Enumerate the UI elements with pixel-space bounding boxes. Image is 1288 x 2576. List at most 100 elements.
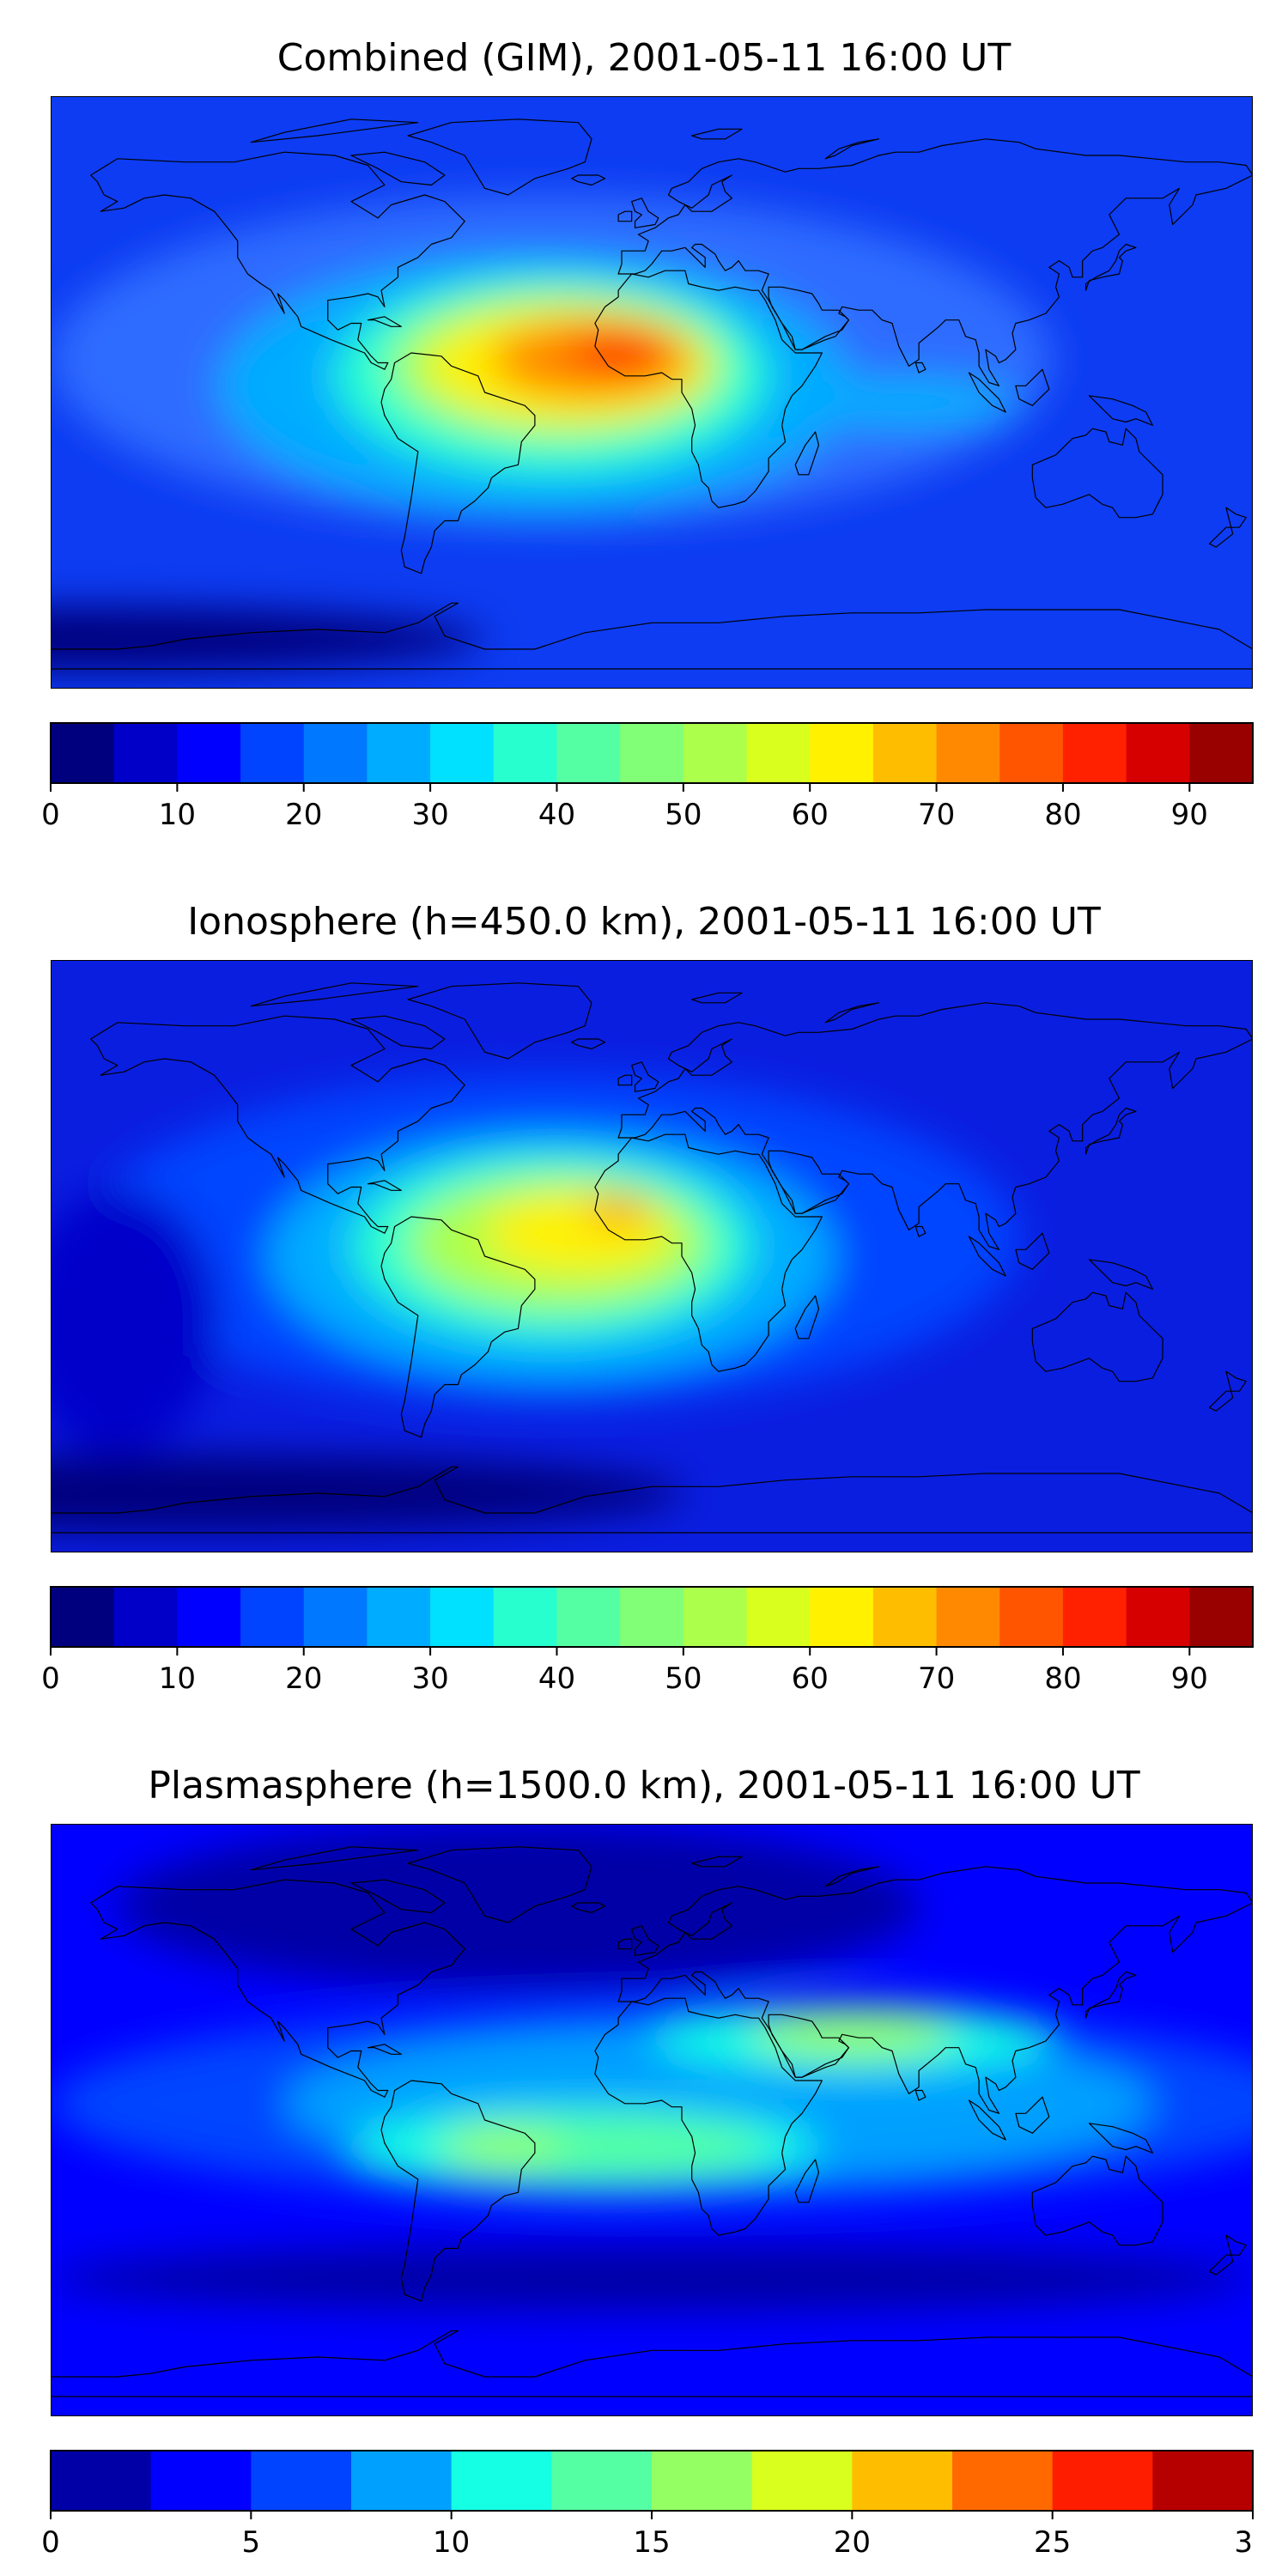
colorbar-swatch-17 [1126,723,1190,783]
coastline-iceland [572,175,605,185]
coastline-africa [595,270,822,507]
contour-region-8 [751,2011,952,2058]
colorbar-swatch-6 [430,723,495,783]
coastline-new-guinea [1089,1260,1152,1290]
coastline-sri-lanka [915,363,926,374]
coastline-sri-lanka [915,2091,926,2101]
colorbar-tick-label-2: 10 [433,2525,470,2560]
coastline-ireland [618,1939,632,1949]
panel-title-combined: Combined (GIM), 2001-05-11 16:00 UT [276,36,1012,80]
contour-region-6 [51,1190,218,1454]
colorbar-swatch-0 [51,2451,152,2511]
colorbar-swatch-3 [240,723,305,783]
colorbar-plasmasphere: 0 5 10 15 20 25 30 [41,2450,1254,2560]
colorbar-swatch-1 [113,723,178,783]
colorbar-swatch-15 [999,1587,1064,1647]
colorbar-tick-label-7: 70 [918,798,955,832]
colorbar-combined: 0 10 20 30 40 50 60 70 80 90 [41,722,1254,832]
coastline-new-guinea [1089,2123,1152,2154]
coastline-africa [595,1998,822,2235]
coastline-baffin [351,1880,445,1912]
coastline-svalbard [692,993,742,1003]
colorbar-tick-label-2: 20 [285,1662,322,1696]
coastline-novaya-zemlya [825,1867,878,1886]
colorbar-swatch-14 [936,723,1000,783]
coastline-greenland [408,1847,592,1923]
colorbar-swatch-16 [1062,1587,1127,1647]
coastline-eurasia [618,1003,1253,1250]
colorbar-swatch-7 [751,2451,853,2511]
colorbar-swatch-10 [1052,2451,1153,2511]
colorbar-tick-label-0: 0 [41,2525,60,2560]
colorbar-swatch-13 [872,723,938,783]
colorbar-tick-label-8: 80 [1044,798,1081,832]
colorbar-tick-label-7: 70 [918,1662,955,1696]
colorbar-swatch-3 [351,2451,453,2511]
colorbar-swatch-2 [177,1587,241,1647]
colorbar-swatch-3 [240,1587,305,1647]
colorbar-tick-label-5: 50 [665,1662,702,1696]
coastlines [51,1847,1253,2397]
coastline-iceland [572,1903,605,1913]
coastline-cuba [368,1181,401,1191]
coastline-australia [1032,428,1163,517]
colorbar-swatch-7 [493,723,558,783]
coastline-south-america [381,353,535,574]
colorbar-tick-label-2: 20 [285,798,322,832]
colorbar-swatch-7 [493,1587,558,1647]
colorbar-swatch-8 [556,1587,621,1647]
coastline-arabia [769,2014,848,2077]
coastline-sumatra [969,2100,1005,2140]
coastline-new-guinea [1089,396,1152,426]
coastline-arabia [769,1151,848,1213]
coastline-ireland [618,1075,632,1085]
panel-title-plasmasphere: Plasmasphere (h=1500.0 km), 2001-05-11 1… [148,1764,1140,1807]
coastline-antarctica [51,1467,1253,1533]
coastline-arctic-islands [251,119,417,143]
contour-region-1 [51,2245,1253,2312]
colorbar-tick-label-0: 0 [41,798,60,832]
panel-title-ionosphere: Ionosphere (h=450.0 km), 2001-05-11 16:0… [187,900,1101,944]
coastline-gb [632,1062,659,1092]
colorbar-tick-label-4: 40 [538,798,575,832]
coastline-south-america [381,1217,535,1437]
colorbar-swatch-4 [451,2451,552,2511]
coastline-sumatra [969,373,1005,412]
coastline-africa [595,1134,822,1371]
colorbar-swatch-18 [1189,1587,1254,1647]
coastline-north-america [91,1016,465,1233]
coastline-new-zealand [1209,2235,1246,2275]
contour-region-7 [785,375,1019,429]
coastline-eurasia [618,139,1253,386]
coastline-madagascar [795,2160,818,2202]
coastline-north-america [91,1880,465,2097]
colorbar-swatch-11 [746,723,811,783]
colorbar-swatch-14 [936,1587,1000,1647]
colorbar-swatch-6 [652,2451,753,2511]
coastline-svalbard [692,1856,742,1867]
colorbar-swatch-9 [620,723,684,783]
contour-region-8 [51,606,485,672]
coastline-ireland [618,211,632,222]
colorbar-swatch-11 [1152,2451,1254,2511]
contour-field [51,1075,1019,1533]
coastline-south-america [381,2081,535,2301]
colorbar-tick-label-1: 10 [159,798,196,832]
colorbar-tick-label-6: 60 [792,1662,829,1696]
colorbar-tick-label-3: 30 [411,798,448,832]
colorbar-swatch-1 [150,2451,252,2511]
colorbar-swatch-4 [303,723,368,783]
colorbar-tick-label-3: 30 [411,1662,448,1696]
coastline-novaya-zemlya [825,139,878,159]
contour-region-6 [568,330,669,370]
coastline-baffin [351,152,445,185]
coastline-new-zealand [1209,1371,1246,1411]
colorbar-swatch-15 [999,723,1064,783]
coastline-north-america [91,152,465,369]
coastline-cuba [368,317,401,327]
colorbar-swatch-1 [113,1587,178,1647]
colorbar-tick-label-5: 25 [1034,2525,1071,2560]
colorbar-swatch-13 [872,1587,938,1647]
coastline-australia [1032,1292,1163,1382]
coastline-svalbard [692,129,742,139]
